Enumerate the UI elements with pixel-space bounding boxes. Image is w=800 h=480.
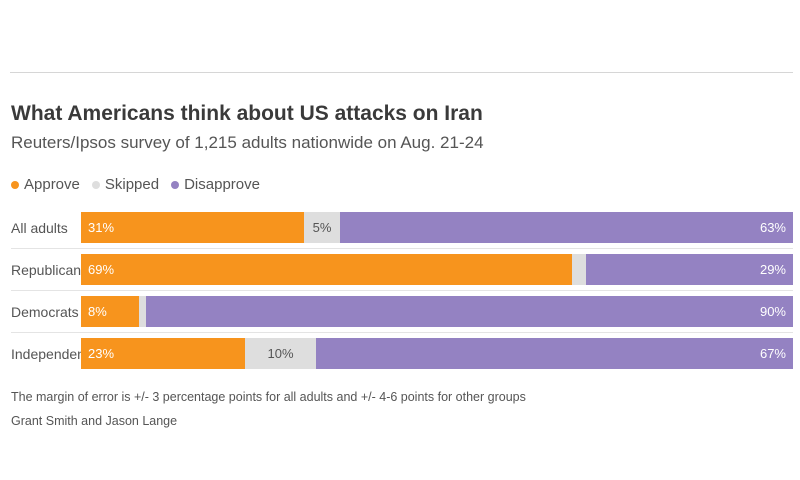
bar-segment-approve: 8% <box>81 296 139 327</box>
data-label: 8% <box>88 304 107 319</box>
bar-segment-disapprove: 67% <box>316 338 793 369</box>
data-label: 31% <box>88 220 115 235</box>
category-label: All adults <box>11 219 68 236</box>
bar-row: Democrats 8% 90% <box>11 291 793 333</box>
bar-row: All adults 31% 5% 63% <box>11 207 793 249</box>
bar-track: 69% 29% <box>81 254 793 285</box>
legend-label-disapprove: Disapprove <box>184 176 260 193</box>
bar-segment-skipped: 5% <box>304 212 340 243</box>
chart-title: What Americans think about US attacks on… <box>11 102 483 125</box>
bar-track: 31% 5% 63% <box>81 212 793 243</box>
data-label: 67% <box>759 346 786 361</box>
category-label: Republicans <box>11 261 89 278</box>
legend-item-skipped: Skipped <box>91 176 160 193</box>
legend: Approve Skipped Disapprove <box>11 176 272 193</box>
data-label: 29% <box>759 262 786 277</box>
bar-segment-disapprove: 29% <box>586 254 793 285</box>
data-label: 69% <box>88 262 115 277</box>
bar-row: Republicans 69% 29% <box>11 249 793 291</box>
data-label: 23% <box>88 346 115 361</box>
bar-row: Independents 23% 10% 67% <box>11 333 793 374</box>
byline: Grant Smith and Jason Lange <box>11 414 178 428</box>
legend-dot-approve <box>11 180 19 189</box>
bar-track: 8% 90% <box>81 296 793 327</box>
bar-segment-disapprove: 90% <box>146 296 793 327</box>
data-label: 5% <box>312 220 332 235</box>
category-label: Democrats <box>11 303 79 320</box>
data-label: 90% <box>759 304 786 319</box>
stacked-bar-chart: All adults 31% 5% 63% Republicans 69% 29% Democ… <box>11 207 793 374</box>
legend-item-approve: Approve <box>11 176 80 193</box>
bar-segment-skipped <box>572 254 586 285</box>
legend-label-approve: Approve <box>24 176 80 193</box>
bar-segment-approve: 23% <box>81 338 245 369</box>
top-divider <box>10 72 793 73</box>
bar-segment-skipped: 10% <box>245 338 316 369</box>
bar-segment-disapprove: 63% <box>340 212 793 243</box>
legend-item-disapprove: Disapprove <box>171 176 260 193</box>
legend-dot-disapprove <box>171 180 180 189</box>
bar-track: 23% 10% 67% <box>81 338 793 369</box>
category-label: Independents <box>11 345 96 362</box>
bar-segment-approve: 31% <box>81 212 304 243</box>
bar-segment-skipped <box>139 296 146 327</box>
legend-dot-skipped <box>91 180 100 189</box>
legend-label-skipped: Skipped <box>104 176 160 193</box>
chart-subtitle: Reuters/Ipsos survey of 1,215 adults nat… <box>11 133 484 152</box>
data-label: 63% <box>759 220 786 235</box>
bar-segment-approve: 69% <box>81 254 572 285</box>
margin-of-error-note: The margin of error is +/- 3 percentage … <box>11 390 526 404</box>
data-label: 10% <box>267 346 294 361</box>
